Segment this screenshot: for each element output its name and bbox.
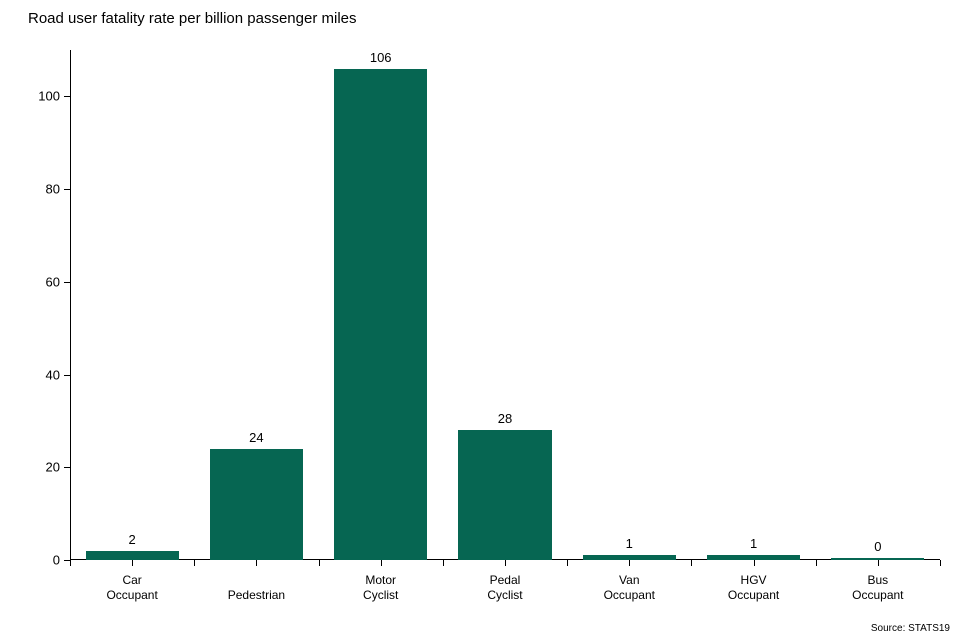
chart-title: Road user fatality rate per billion pass… — [28, 10, 357, 27]
x-tick-boundary — [567, 560, 568, 566]
y-tick — [64, 96, 70, 97]
x-tick-boundary — [70, 560, 71, 566]
x-tick-label: Pedal Cyclist — [443, 573, 567, 602]
x-tick-boundary — [319, 560, 320, 566]
bar-value-label: 2 — [86, 532, 179, 547]
x-tick-label: Pedestrian — [194, 588, 318, 602]
y-tick-label: 100 — [20, 89, 60, 104]
x-tick-boundary — [816, 560, 817, 566]
x-tick — [878, 560, 879, 566]
x-tick — [256, 560, 257, 566]
bar — [86, 551, 179, 560]
x-tick-boundary — [940, 560, 941, 566]
x-tick-label: Bus Occupant — [816, 573, 940, 602]
x-tick-boundary — [691, 560, 692, 566]
y-tick-label: 0 — [20, 553, 60, 568]
bar — [458, 430, 551, 560]
y-tick — [64, 375, 70, 376]
bar — [210, 449, 303, 560]
x-tick — [754, 560, 755, 566]
x-tick — [132, 560, 133, 566]
x-tick — [505, 560, 506, 566]
chart-container: Road user fatality rate per billion pass… — [0, 0, 960, 640]
y-tick — [64, 189, 70, 190]
bar-value-label: 28 — [458, 411, 551, 426]
bar — [334, 69, 427, 560]
x-tick-boundary — [194, 560, 195, 566]
y-tick — [64, 467, 70, 468]
bar-value-label: 24 — [210, 430, 303, 445]
bar-value-label: 106 — [334, 50, 427, 65]
x-tick — [381, 560, 382, 566]
bar-value-label: 1 — [707, 536, 800, 551]
x-tick-label: Car Occupant — [70, 573, 194, 602]
x-tick-boundary — [443, 560, 444, 566]
y-tick-label: 20 — [20, 460, 60, 475]
y-axis — [70, 50, 71, 560]
y-tick-label: 40 — [20, 367, 60, 382]
plot-area: 0204060801002Car Occupant24Pedestrian106… — [70, 50, 940, 560]
source-label: Source: STATS19 — [871, 623, 950, 634]
bar-value-label: 0 — [831, 539, 924, 554]
x-tick-label: HGV Occupant — [691, 573, 815, 602]
y-tick-label: 60 — [20, 274, 60, 289]
bar-value-label: 1 — [583, 536, 676, 551]
y-tick-label: 80 — [20, 182, 60, 197]
x-tick — [629, 560, 630, 566]
x-tick-label: Van Occupant — [567, 573, 691, 602]
y-tick — [64, 282, 70, 283]
x-tick-label: Motor Cyclist — [319, 573, 443, 602]
